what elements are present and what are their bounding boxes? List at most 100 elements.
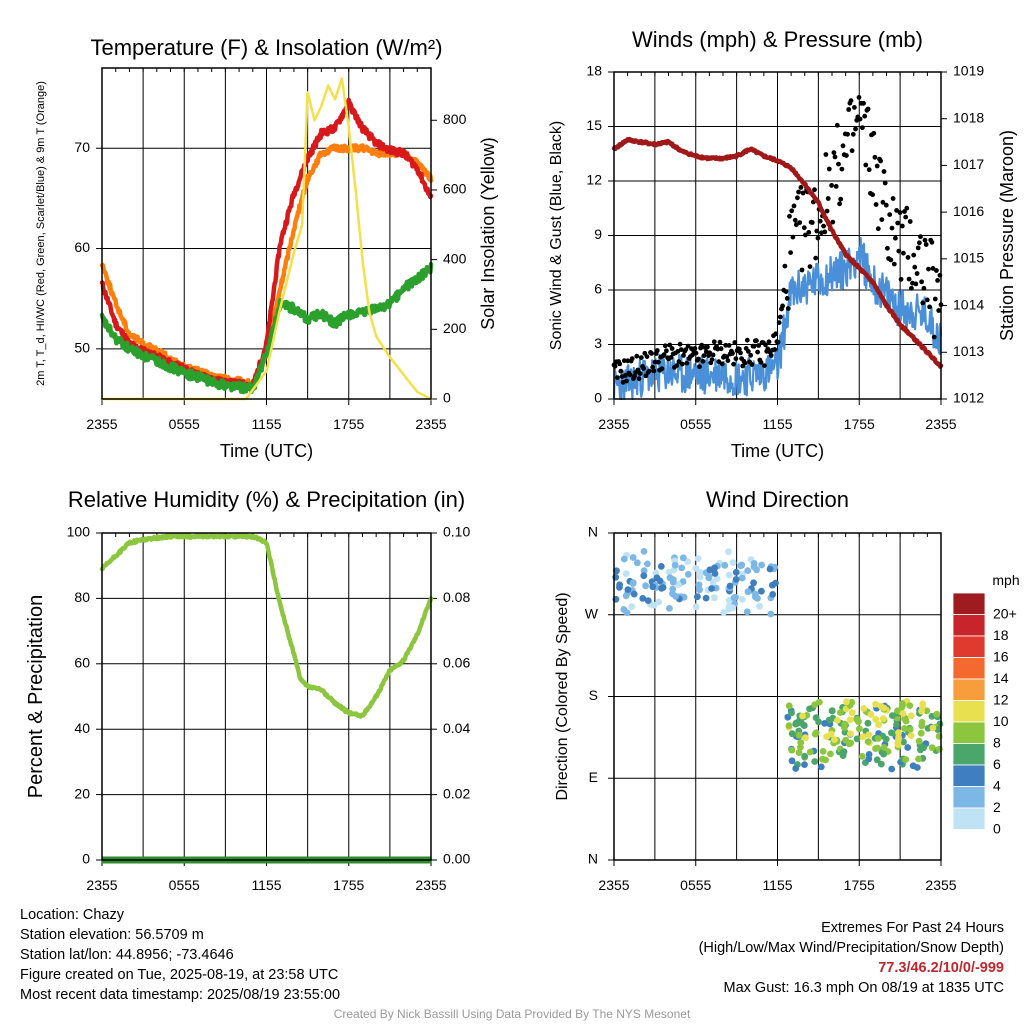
y-tick-label: N xyxy=(588,851,598,867)
gust-point xyxy=(848,98,854,103)
y-tick-label: 0 xyxy=(82,851,90,867)
gust-point xyxy=(849,148,855,154)
gust-point xyxy=(888,257,894,263)
direction-point xyxy=(880,744,888,751)
gust-point xyxy=(833,184,839,189)
y2-tick-label: 0 xyxy=(443,390,451,406)
direction-point xyxy=(837,709,844,716)
direction-point xyxy=(730,594,738,602)
direction-point xyxy=(842,736,850,744)
gust-point xyxy=(773,331,779,337)
y2-axis-label: Station Pressure (Maroon) xyxy=(997,130,1017,341)
gust-point xyxy=(624,378,629,384)
direction-point xyxy=(918,718,926,726)
gust-point xyxy=(878,158,883,164)
direction-point xyxy=(675,581,682,588)
x-tick-label: 2355 xyxy=(925,877,956,893)
gust-point xyxy=(921,285,927,291)
direction-point xyxy=(872,715,880,723)
direction-point xyxy=(613,567,620,575)
direction-point xyxy=(853,735,861,743)
gust-point xyxy=(895,220,901,226)
y2-tick-label: 1015 xyxy=(953,250,984,266)
direction-point xyxy=(879,715,887,723)
gust-point xyxy=(822,229,828,235)
x-tick-label: 0555 xyxy=(169,877,200,893)
gust-point xyxy=(912,264,918,270)
direction-point xyxy=(802,734,809,742)
direction-point xyxy=(872,745,879,752)
direction-point xyxy=(695,581,703,589)
direction-point xyxy=(847,730,854,738)
max-gust-text: Max Gust: 16.3 mph On 08/19 at 1835 UTC xyxy=(723,980,1004,996)
direction-point xyxy=(880,704,888,712)
direction-point xyxy=(865,731,873,739)
direction-point xyxy=(839,748,847,756)
gust-point xyxy=(913,281,919,287)
direction-point xyxy=(858,753,866,760)
gust-point xyxy=(717,339,723,345)
gust-point xyxy=(901,250,906,256)
gust-point xyxy=(899,223,905,229)
gust-point xyxy=(787,213,792,219)
legend-label: 8 xyxy=(993,734,1001,750)
gust-point xyxy=(850,131,856,137)
direction-point xyxy=(711,570,719,577)
direction-point xyxy=(895,734,902,741)
gust-point xyxy=(881,169,887,174)
gust-point xyxy=(788,250,793,256)
gust-point xyxy=(865,106,871,112)
legend-label: 18 xyxy=(993,627,1009,643)
direction-point xyxy=(889,712,896,719)
direction-point xyxy=(644,597,652,604)
gust-point xyxy=(784,296,790,301)
direction-point xyxy=(877,760,885,768)
direction-point xyxy=(696,586,703,594)
direction-point xyxy=(767,610,775,618)
direction-point xyxy=(795,731,803,739)
gust-point xyxy=(637,371,643,376)
gust-point xyxy=(905,255,911,260)
direction-point xyxy=(640,548,648,555)
gust-point xyxy=(795,195,800,201)
gust-point xyxy=(907,219,913,224)
direction-point xyxy=(692,603,700,611)
y-tick-label: 12 xyxy=(586,172,602,188)
gust-point xyxy=(748,352,754,358)
direction-point xyxy=(702,594,710,602)
gust-point xyxy=(684,360,690,366)
gust-point xyxy=(825,196,831,201)
direction-point xyxy=(855,718,862,726)
y-tick-label: S xyxy=(589,687,598,703)
gust-point xyxy=(646,368,652,374)
gust-point xyxy=(862,113,868,119)
direction-point xyxy=(902,756,910,763)
gust-point xyxy=(800,190,806,196)
direction-point xyxy=(672,592,680,600)
latlon-text: Station lat/lon: 44.8956; -73.4646 xyxy=(20,947,234,963)
gust-point xyxy=(667,342,673,348)
gust-point xyxy=(871,130,877,136)
direction-point xyxy=(772,579,779,587)
direction-point xyxy=(841,720,849,728)
gust-point xyxy=(635,367,641,373)
gust-point xyxy=(709,357,715,362)
gust-point xyxy=(664,348,669,354)
direction-point xyxy=(855,725,863,733)
legend-label: 20+ xyxy=(993,605,1017,621)
gust-point xyxy=(813,255,819,261)
chart-title: Wind Direction xyxy=(706,487,849,512)
gust-point xyxy=(906,276,912,282)
direction-point xyxy=(795,749,803,756)
gust-point xyxy=(659,366,665,372)
gust-point xyxy=(824,208,830,214)
direction-point xyxy=(694,555,702,562)
y-axis-label: Sonic Wind & Gust (Blue, Black) xyxy=(548,121,565,350)
gust-point xyxy=(806,230,812,235)
chart-title: Relative Humidity (%) & Precipitation (i… xyxy=(68,487,465,512)
gust-point xyxy=(898,276,904,282)
direction-point xyxy=(929,724,937,732)
gust-point xyxy=(629,356,635,361)
gust-point xyxy=(762,363,767,368)
gust-point xyxy=(765,346,771,352)
